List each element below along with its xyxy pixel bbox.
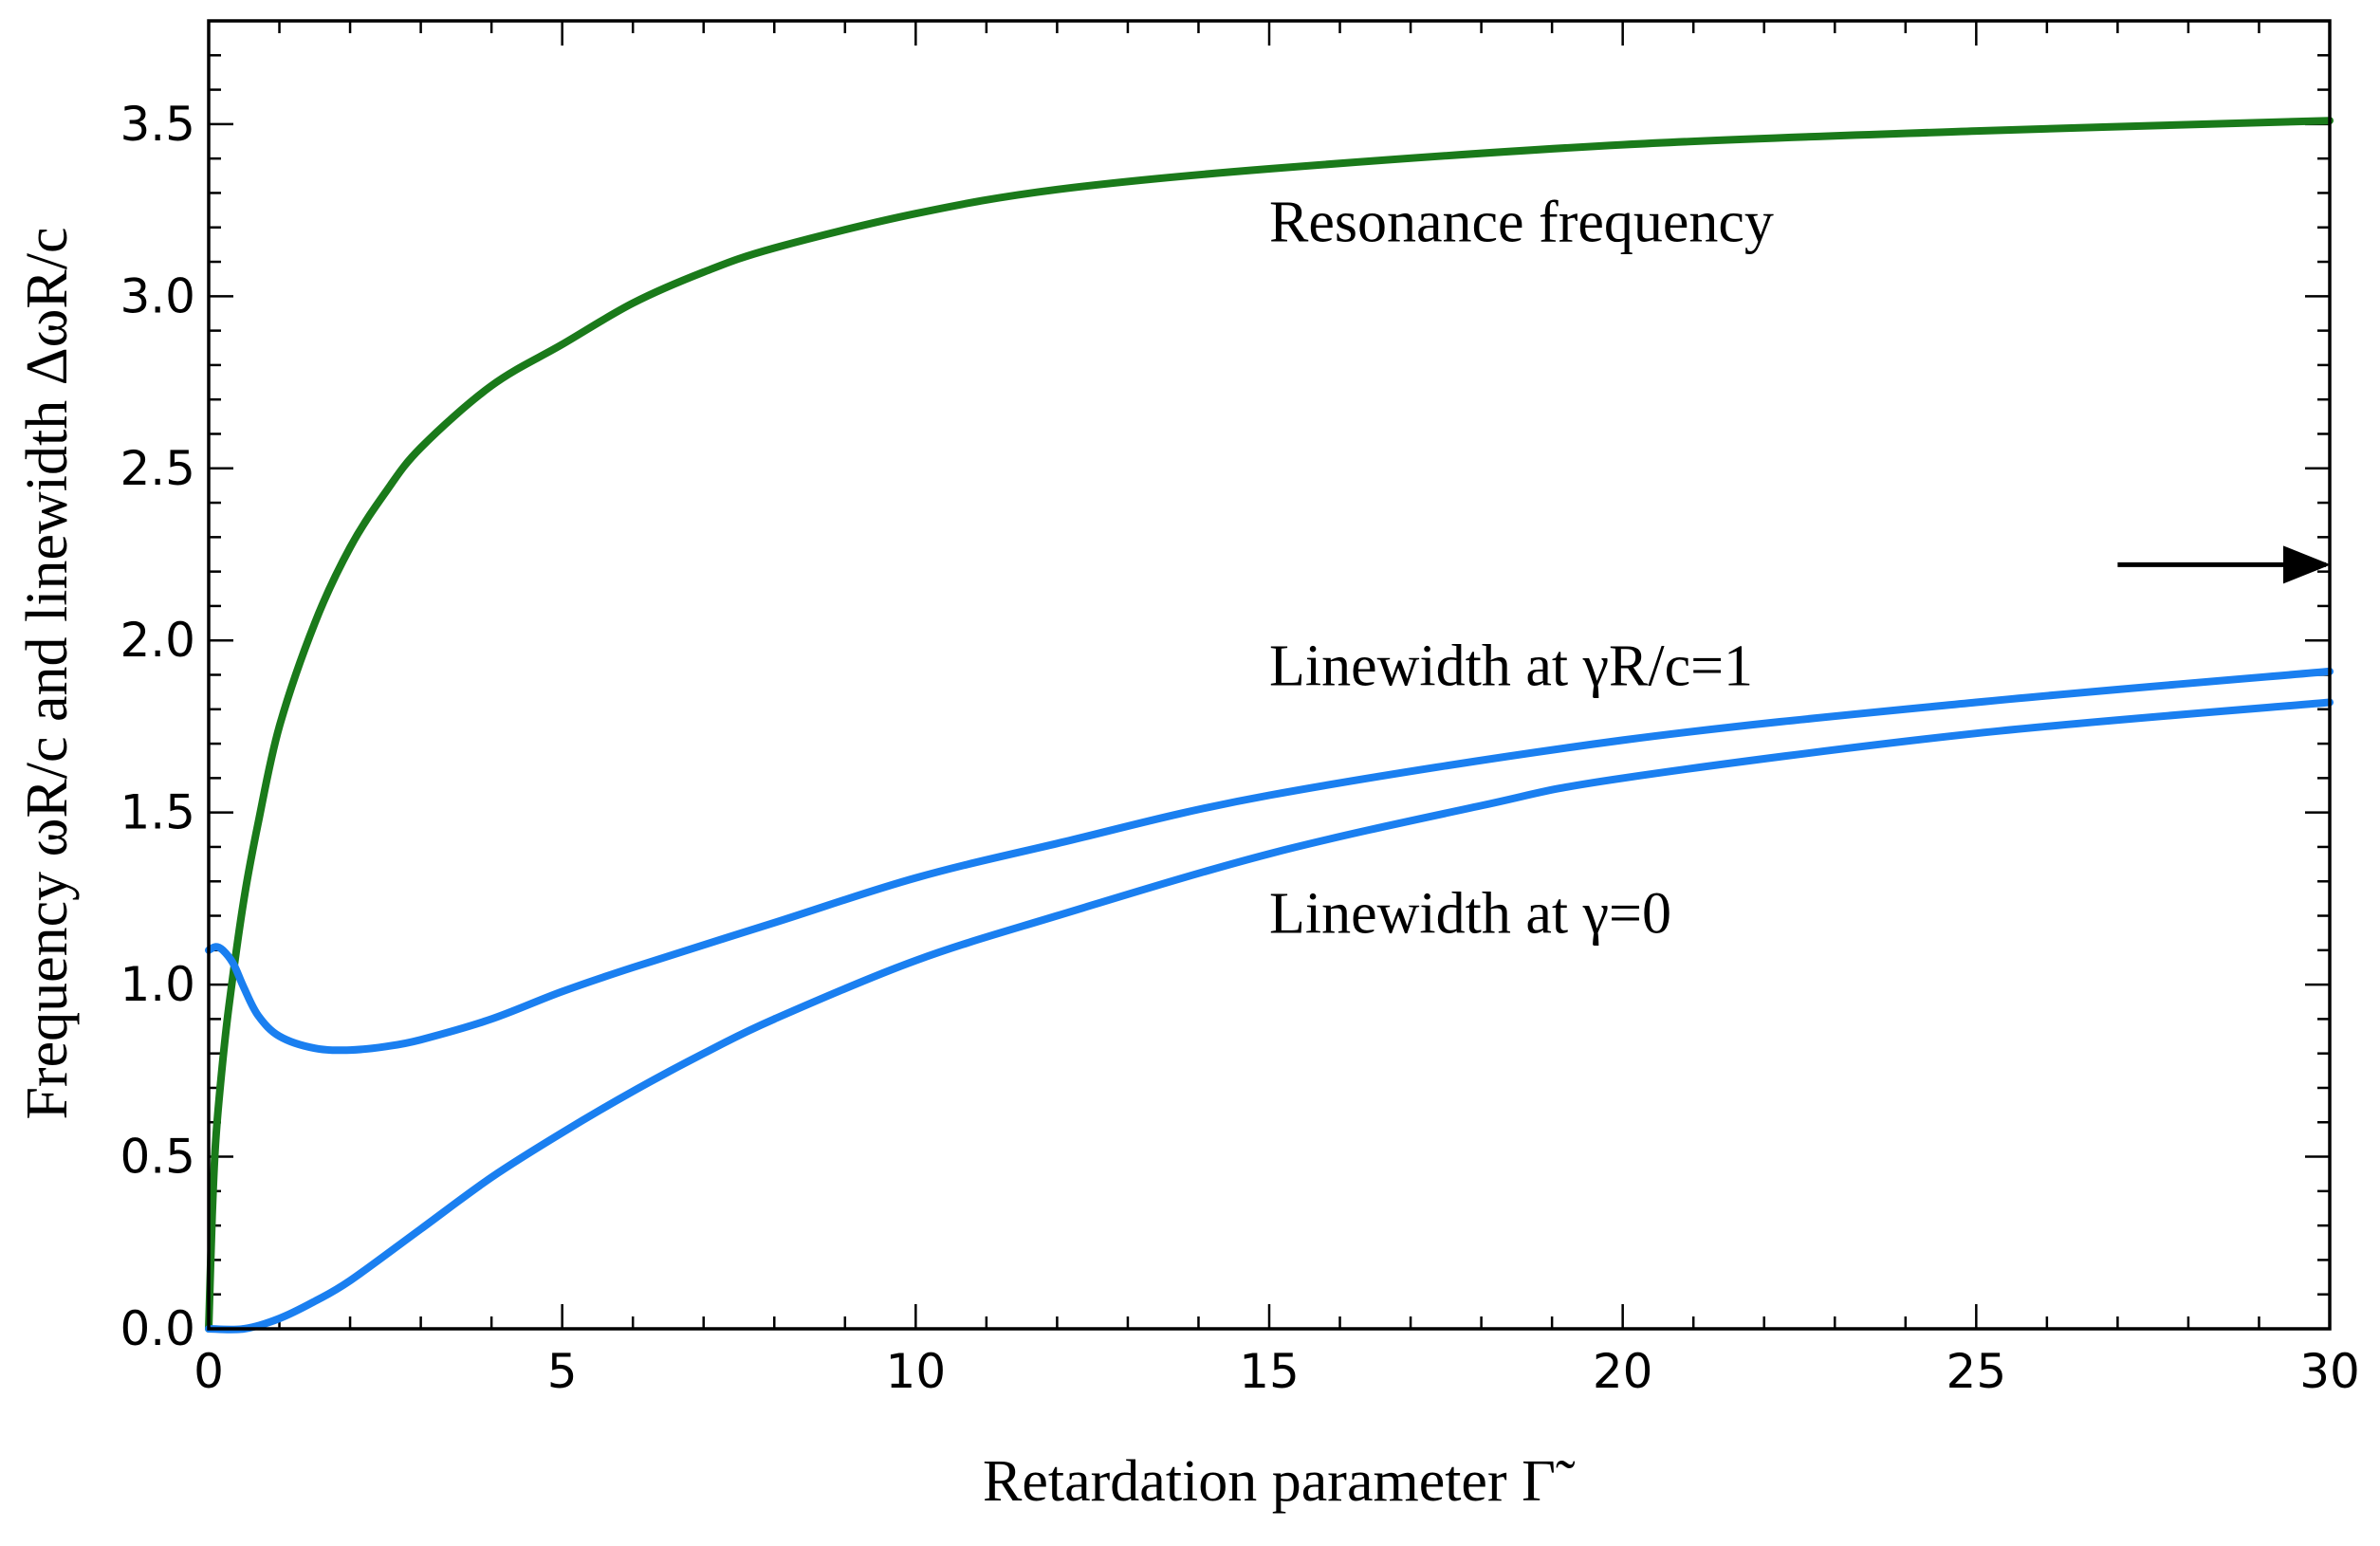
y-tick-label: 0.5: [120, 1130, 195, 1185]
y-tick-label: 1.0: [120, 957, 195, 1012]
x-tick-label: 30: [2299, 1344, 2360, 1399]
annotation-resonance-frequency: Resonance frequency: [1269, 190, 1774, 254]
y-tick-label: 1.5: [120, 785, 195, 840]
labels-layer: 0 5 10 15 20 25 30 0.0 0.5 1.0 1.5 2.0 2.5 3.0 3.5: [120, 97, 2359, 1399]
x-tick-label: 0: [194, 1344, 224, 1399]
series-line-linewidth-gamma-0: [205, 698, 2334, 1334]
series-line-resonance-frequency: [205, 117, 2334, 1333]
x-axis-title: Retardation parameter Γ̃: [983, 1449, 1576, 1514]
x-tick-label: 5: [547, 1344, 578, 1399]
y-tick-label: 2.0: [120, 613, 195, 668]
plot-frame: [207, 19, 2332, 1331]
lines-layer: [205, 117, 2334, 1334]
x-tick-label: 25: [1946, 1344, 2007, 1399]
x-tick-label: 20: [1593, 1344, 1653, 1399]
annotation-linewidth-gamma-1: Linewidth at γR/c=1: [1269, 634, 1753, 698]
y-tick-label: 3.0: [120, 268, 195, 323]
y-tick-label: 2.5: [120, 441, 195, 496]
y-tick-label: 0.0: [120, 1301, 195, 1356]
y-axis-title: Frequency ωR/c and linewidth ΔωR/c: [15, 227, 80, 1119]
x-tick-label: 10: [886, 1344, 947, 1399]
y-tick-label: 3.5: [120, 97, 195, 152]
series-line-linewidth-gamma-1: [205, 667, 2334, 1055]
x-tick-label: 15: [1239, 1344, 1300, 1399]
annotation-linewidth-gamma-0: Linewidth at γ=0: [1269, 882, 1671, 947]
